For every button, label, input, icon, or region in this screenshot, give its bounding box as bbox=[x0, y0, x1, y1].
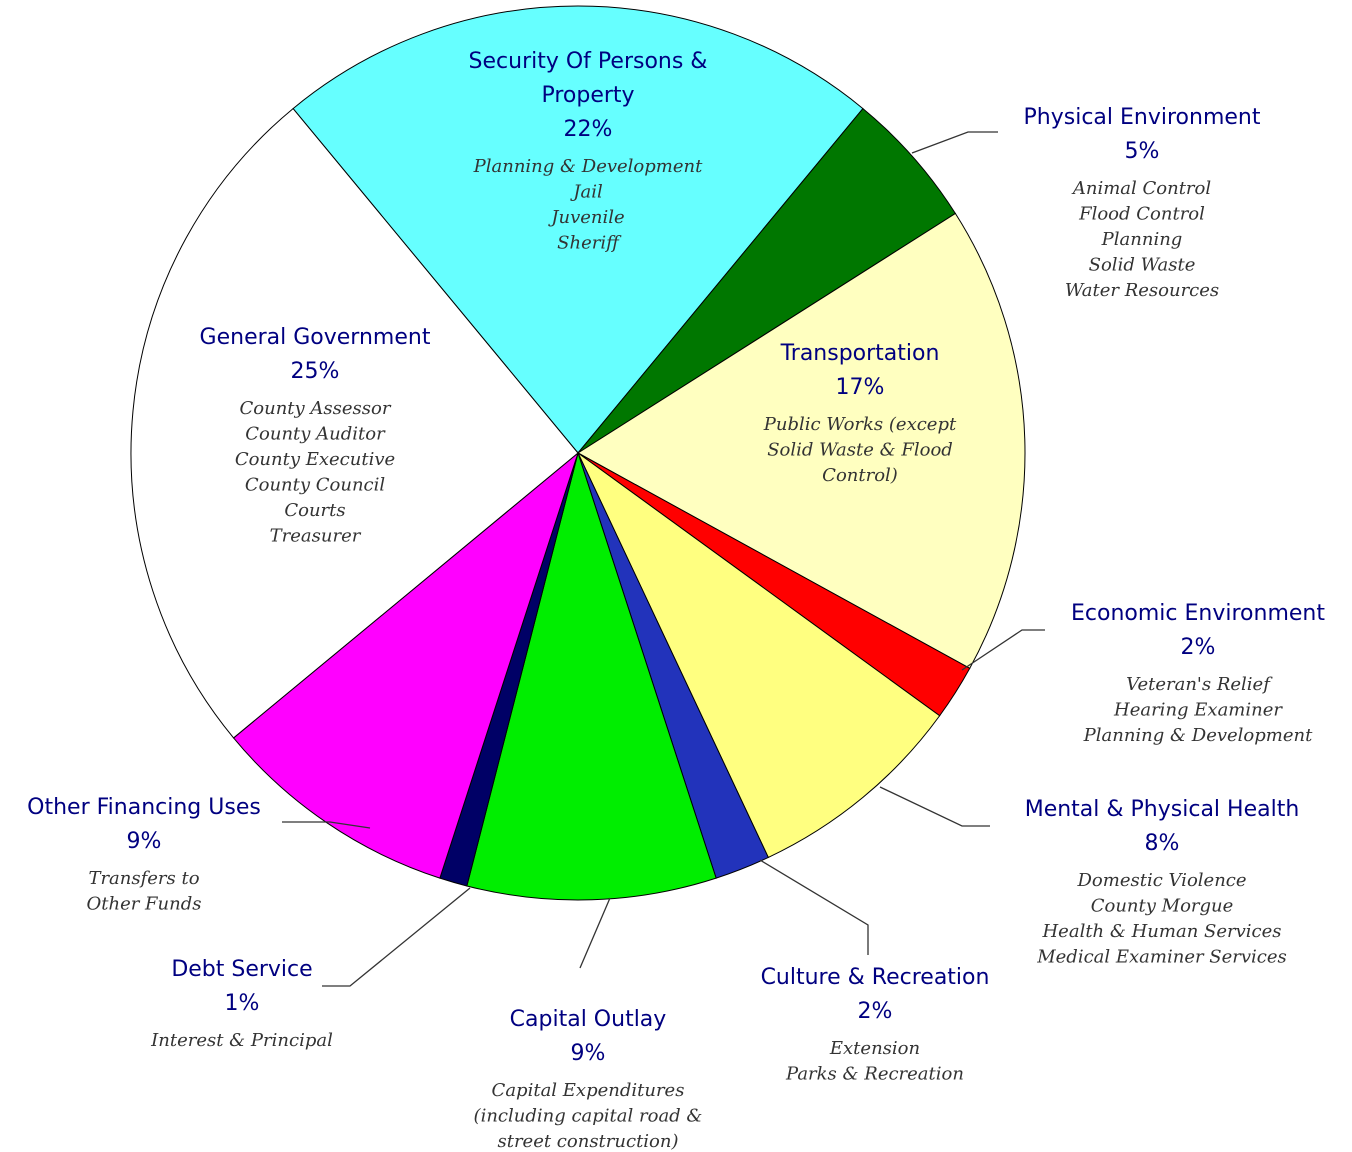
leader-line bbox=[961, 629, 1045, 671]
slice-description: County Auditor bbox=[245, 424, 386, 445]
pie-slice bbox=[292, 5, 864, 454]
slice-description: Sheriff bbox=[557, 233, 622, 254]
slice-description: County Morgue bbox=[1091, 896, 1234, 917]
slice-description: Medical Examiner Services bbox=[1036, 947, 1287, 968]
leader-line bbox=[579, 897, 611, 969]
slice-description: Jail bbox=[569, 182, 603, 203]
slice-description: Extension bbox=[829, 1038, 920, 1059]
slice-name: Transportation bbox=[780, 341, 940, 366]
leader-line bbox=[879, 786, 990, 827]
slice-description: Solid Waste & Flood bbox=[767, 440, 953, 461]
slice-percent: 1% bbox=[225, 991, 260, 1016]
slice-percent: 17% bbox=[836, 375, 885, 400]
slice-percent: 9% bbox=[571, 1041, 606, 1066]
slice-percent: 8% bbox=[1145, 831, 1180, 856]
slice-description: County Council bbox=[245, 475, 386, 496]
slice-percent: 2% bbox=[1181, 635, 1216, 660]
slice-description: Juvenile bbox=[547, 207, 624, 228]
slice-percent: 22% bbox=[564, 117, 613, 142]
slice-description: Transfers to bbox=[88, 868, 199, 889]
slice-description: Animal Control bbox=[1071, 178, 1212, 199]
slice-description: Health & Human Services bbox=[1041, 921, 1281, 942]
slice-description: Flood Control bbox=[1078, 204, 1205, 225]
slice-name: Economic Environment bbox=[1071, 601, 1325, 626]
pie-slice bbox=[577, 212, 1026, 670]
slice-description: Capital Expenditures bbox=[492, 1080, 685, 1101]
slice-name: Capital Outlay bbox=[510, 1007, 667, 1032]
slice-description: County Executive bbox=[235, 449, 395, 470]
slice-name: Other Financing Uses bbox=[27, 795, 261, 820]
slice-name: Mental & Physical Health bbox=[1025, 797, 1300, 822]
slice-name: Culture & Recreation bbox=[761, 965, 990, 990]
slice-percent: 25% bbox=[291, 359, 340, 384]
slice-description: Parks & Recreation bbox=[785, 1064, 964, 1085]
slice-description: Control) bbox=[822, 465, 898, 486]
slice-name: Security Of Persons & Property bbox=[469, 49, 708, 108]
slice-description: Planning bbox=[1101, 229, 1183, 250]
slice-description: Public Works (except bbox=[763, 414, 957, 435]
slice-percent: 2% bbox=[858, 999, 893, 1024]
pie-slice bbox=[577, 452, 941, 859]
slice-description: Interest & Principal bbox=[150, 1030, 333, 1051]
slice-percent: 5% bbox=[1125, 139, 1160, 164]
slice-description: street construction) bbox=[497, 1131, 678, 1152]
slice-name: Physical Environment bbox=[1024, 105, 1261, 130]
pie-slice bbox=[466, 451, 717, 901]
leader-line bbox=[759, 859, 869, 955]
slice-description: Courts bbox=[284, 500, 345, 521]
pie-slice bbox=[130, 107, 579, 739]
slice-percent: 9% bbox=[127, 829, 162, 854]
slice-description: Treasurer bbox=[270, 526, 362, 547]
slice-description: County Assessor bbox=[240, 398, 392, 419]
slice-description: Veteran's Relief bbox=[1126, 674, 1273, 695]
leader-line bbox=[911, 131, 998, 154]
slice-description: Domestic Violence bbox=[1076, 870, 1246, 891]
slice-name: General Government bbox=[200, 325, 431, 350]
leader-line bbox=[282, 821, 371, 829]
slice-description: Solid Waste bbox=[1089, 255, 1196, 276]
slice-description: Planning & Development bbox=[473, 156, 703, 177]
slice-description: Hearing Examiner bbox=[1113, 700, 1283, 721]
leader-line bbox=[322, 887, 471, 987]
slice-description: Planning & Development bbox=[1083, 725, 1313, 746]
slice-description: (including capital road & bbox=[474, 1106, 703, 1127]
slice-description: Other Funds bbox=[87, 894, 202, 915]
slice-description: Water Resources bbox=[1065, 280, 1219, 301]
slice-name: Debt Service bbox=[171, 957, 312, 982]
